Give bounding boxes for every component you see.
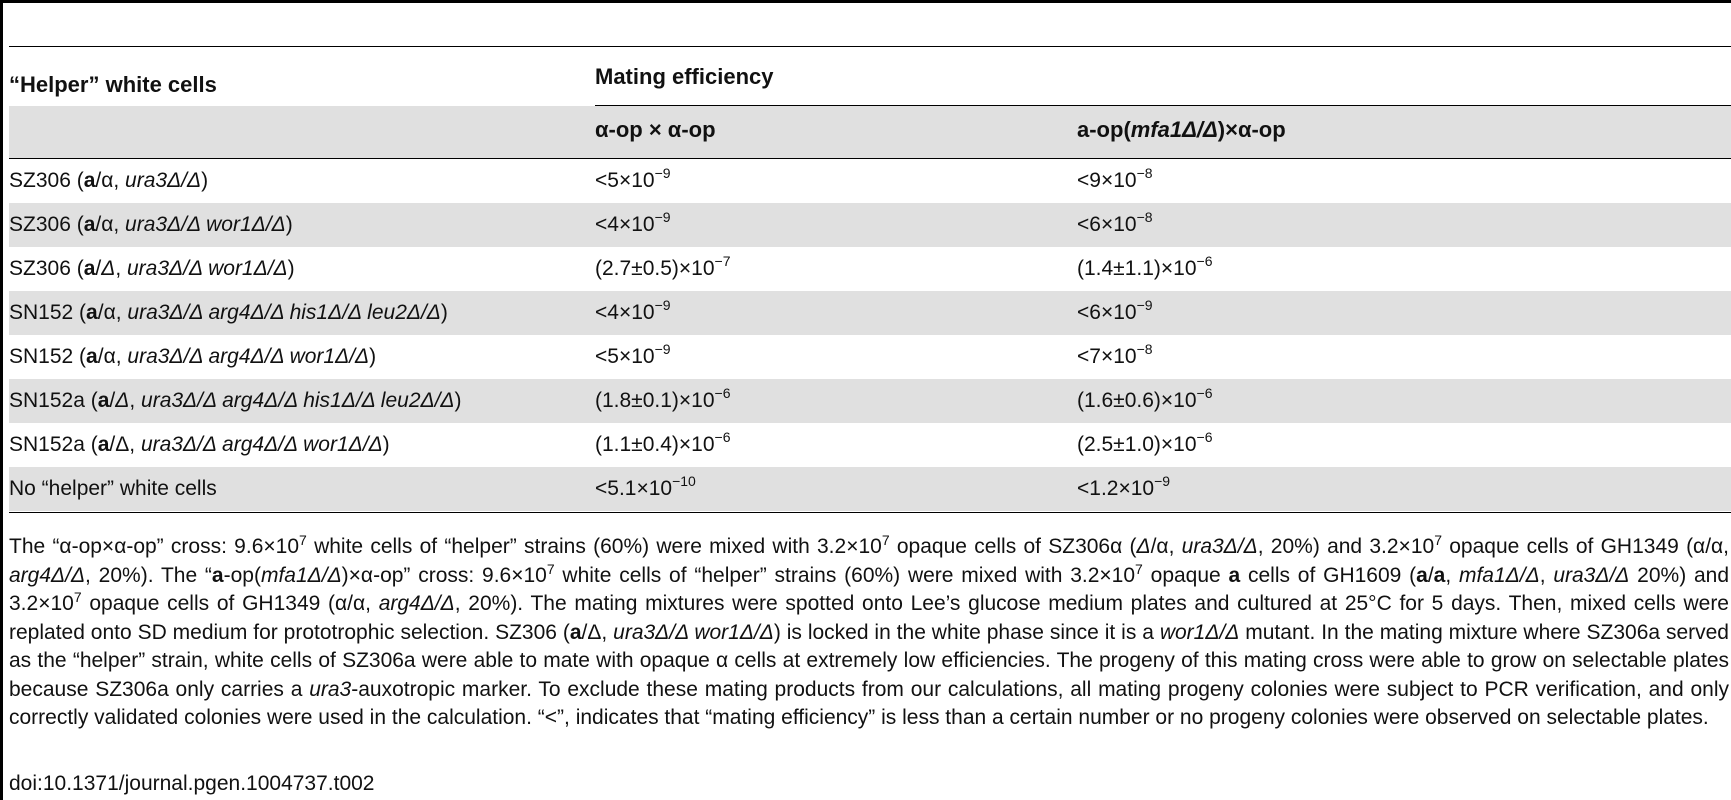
cell-strain: SZ306 (a/α, ura3Δ/Δ wor1Δ/Δ): [9, 213, 293, 236]
table-top-rule: [9, 46, 1731, 47]
cell-strain: SZ306 (a/Δ, ura3Δ/Δ wor1Δ/Δ): [9, 257, 295, 280]
cell-a-alpha: (2.5±1.0)×10−6: [1077, 429, 1213, 456]
header-group-rule: [595, 105, 1731, 106]
cell-alpha-alpha: <5×10−9: [595, 165, 671, 192]
top-rule: [0, 0, 1731, 3]
cell-a-alpha: <6×10−9: [1077, 297, 1153, 324]
row-shade: [9, 203, 1731, 247]
cell-alpha-alpha: (1.8±0.1)×10−6: [595, 385, 731, 412]
cell-strain: SN152 (a/α, ura3Δ/Δ arg4Δ/Δ his1Δ/Δ leu2…: [9, 301, 448, 324]
row-shade: [9, 291, 1731, 335]
col-header-mating-efficiency: Mating efficiency: [595, 64, 774, 89]
cell-strain: SN152a (a/Δ, ura3Δ/Δ arg4Δ/Δ his1Δ/Δ leu…: [9, 389, 462, 412]
cell-a-alpha: (1.4±1.1)×10−6: [1077, 253, 1213, 280]
cell-a-alpha: (1.6±0.6)×10−6: [1077, 385, 1213, 412]
cell-strain: SN152a (a/Δ, ura3Δ/Δ arg4Δ/Δ wor1Δ/Δ): [9, 433, 390, 456]
cell-a-alpha: <9×10−8: [1077, 165, 1153, 192]
cell-alpha-alpha: <5×10−9: [595, 341, 671, 368]
row-shade: [9, 467, 1731, 511]
cell-alpha-alpha: <4×10−9: [595, 297, 671, 324]
cell-strain: SN152 (a/α, ura3Δ/Δ arg4Δ/Δ wor1Δ/Δ): [9, 345, 377, 368]
subheader-a-alpha: a-op(mfa1Δ/Δ)×α-op: [1077, 117, 1286, 142]
doi-text: doi:10.1371/journal.pgen.1004737.t002: [9, 772, 375, 795]
cell-alpha-alpha: <4×10−9: [595, 209, 671, 236]
cell-alpha-alpha: (1.1±0.4)×10−6: [595, 429, 731, 456]
table-bottom-rule: [9, 512, 1731, 513]
cell-strain: SZ306 (a/α, ura3Δ/Δ): [9, 169, 209, 192]
row-shade: [9, 379, 1731, 423]
col-header-helper: “Helper” white cells: [9, 72, 217, 97]
table-footnote: The “α-op×α-op” cross: 9.6×107 white cel…: [9, 532, 1730, 729]
cell-alpha-alpha: <5.1×10−10: [595, 473, 696, 500]
cell-a-alpha: <7×10−8: [1077, 341, 1153, 368]
cell-alpha-alpha: (2.7±0.5)×10−7: [595, 253, 731, 280]
cell-strain: No “helper” white cells: [9, 477, 217, 500]
subheader-shade: [9, 106, 1731, 158]
subheader-alpha-alpha: α-op × α-op: [595, 117, 716, 142]
header-bottom-rule: [9, 158, 1731, 159]
cell-a-alpha: <1.2×10−9: [1077, 473, 1171, 500]
cell-a-alpha: <6×10−8: [1077, 209, 1153, 236]
